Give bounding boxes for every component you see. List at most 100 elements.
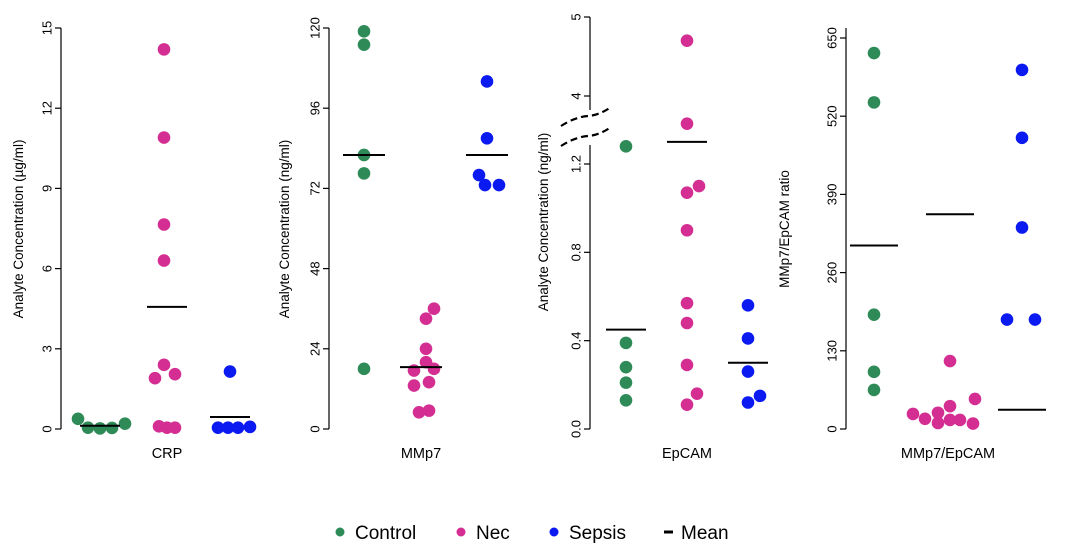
- legend-marker-sepsis: [549, 527, 559, 537]
- y-tick-label: 96: [307, 101, 322, 115]
- data-point-sepsis: [221, 421, 235, 434]
- data-point-sepsis: [492, 178, 506, 192]
- y-tick-label: 3: [39, 345, 54, 352]
- y-tick-label: 0: [39, 425, 54, 432]
- data-point-nec: [427, 362, 441, 376]
- data-point-nec: [168, 367, 182, 381]
- data-point-sepsis: [1015, 131, 1029, 145]
- data-point-nec: [157, 131, 171, 144]
- data-point-nec: [680, 398, 694, 412]
- data-point-nec: [157, 254, 171, 267]
- y-ticks: 0 130 260 390 520 650: [824, 27, 846, 433]
- data-point-nec: [407, 364, 421, 377]
- data-point-sepsis: [478, 178, 492, 192]
- data-point-nec: [157, 43, 171, 56]
- data-point-control: [357, 362, 371, 376]
- y-tick-label: 0.0: [568, 420, 583, 438]
- data-point-sepsis: [741, 365, 755, 378]
- data-point-nec: [968, 392, 982, 406]
- panel-label-crp: CRP: [152, 446, 183, 462]
- y-axis-title: Analyte Concentration (µg/ml): [11, 140, 26, 319]
- data-point-sepsis: [480, 131, 494, 145]
- panel-ratio: 0 130 260 390 520 650 MMp7/EpCAM ratio MMp7/E…: [777, 27, 1046, 462]
- data-point-control: [867, 96, 881, 109]
- y-tick-label: 24: [307, 342, 322, 356]
- panel-epcam: 0.0 0.4 0.8 1.2 4 5 Analyte Concentration (ng…: [536, 13, 768, 462]
- data-point-nec: [943, 354, 957, 368]
- data-point-nec: [943, 413, 957, 427]
- data-point-control: [619, 360, 633, 374]
- y-tick-label: 0: [307, 425, 322, 432]
- data-point-control: [619, 336, 633, 350]
- data-point-nec: [680, 117, 694, 130]
- data-point-sepsis: [243, 420, 257, 434]
- legend-marker-nec: [456, 527, 466, 537]
- data-point-nec: [692, 179, 706, 193]
- y-tick-label: 0.8: [568, 243, 583, 261]
- y-tick-label: 650: [824, 27, 839, 49]
- data-point-nec: [680, 358, 694, 372]
- data-point-sepsis: [753, 389, 767, 403]
- data-point-sepsis: [1015, 221, 1029, 234]
- data-point-nec: [157, 358, 171, 372]
- data-point-control: [357, 25, 371, 38]
- data-point-nec: [148, 371, 162, 385]
- data-point-sepsis: [480, 75, 494, 88]
- y-tick-label: 48: [307, 261, 322, 275]
- data-point-nec: [966, 417, 980, 430]
- data-point-nec: [931, 416, 945, 430]
- data-point-sepsis: [223, 365, 237, 378]
- data-point-control: [619, 376, 633, 389]
- legend-label-mean: Mean: [681, 523, 729, 544]
- axis-break-mark-upper: [560, 106, 612, 127]
- data-point-nec: [680, 316, 694, 330]
- data-point-nec: [918, 412, 932, 426]
- data-point-control: [118, 417, 132, 430]
- data-point-nec: [419, 312, 433, 326]
- data-point-nec: [953, 413, 967, 427]
- data-point-nec: [419, 342, 433, 356]
- data-point-nec: [422, 375, 436, 389]
- data-point-control: [357, 38, 371, 52]
- data-point-sepsis: [741, 299, 755, 312]
- data-point-nec: [680, 223, 694, 237]
- data-point-nec: [943, 399, 957, 413]
- data-point-sepsis: [231, 421, 245, 434]
- data-point-sepsis: [741, 396, 755, 409]
- y-tick-label: 130: [824, 340, 839, 362]
- legend-label-nec: Nec: [476, 523, 510, 544]
- data-point-control: [71, 412, 85, 426]
- y-tick-label: 12: [39, 101, 54, 115]
- panel-crp: 0 3 6 9 12 15 Analyte Concentration (µg/ml) C…: [11, 21, 257, 462]
- data-point-nec: [168, 421, 182, 434]
- data-point-nec: [680, 34, 694, 47]
- y-axis-title: MMp7/EpCAM ratio: [777, 170, 792, 288]
- y-axis-title: Analyte Concentration (ng/ml): [536, 133, 551, 312]
- y-tick-label: 0.4: [568, 332, 583, 350]
- data-point-control: [619, 140, 633, 153]
- panel-label-ratio: MMp7/EpCAM: [901, 446, 995, 462]
- data-marks: [850, 46, 1046, 430]
- y-tick-label: 1.2: [568, 155, 583, 173]
- data-point-control: [105, 421, 119, 435]
- y-tick-label: 120: [307, 17, 322, 39]
- panel-label-mmp7: MMp7: [401, 446, 441, 462]
- data-point-nec: [680, 186, 694, 200]
- data-marks: [343, 25, 508, 419]
- legend-marker-control: [335, 527, 345, 537]
- legend: Control Nec Sepsis Mean: [335, 523, 729, 544]
- y-axis-title: Analyte Concentration (ng/ml): [277, 140, 292, 319]
- data-point-control: [867, 365, 881, 379]
- data-point-sepsis: [741, 332, 755, 345]
- data-point-sepsis: [472, 168, 486, 182]
- data-point-sepsis: [1000, 313, 1014, 326]
- y-tick-label: 15: [39, 21, 54, 35]
- data-point-sepsis: [211, 421, 225, 434]
- axis-break-mark-lower: [560, 126, 612, 147]
- data-point-sepsis: [1028, 313, 1042, 326]
- y-tick-label: 5: [568, 13, 583, 20]
- data-point-nec: [690, 387, 704, 400]
- data-marks: [606, 34, 768, 412]
- data-point-nec: [412, 405, 426, 419]
- data-point-control: [867, 46, 881, 60]
